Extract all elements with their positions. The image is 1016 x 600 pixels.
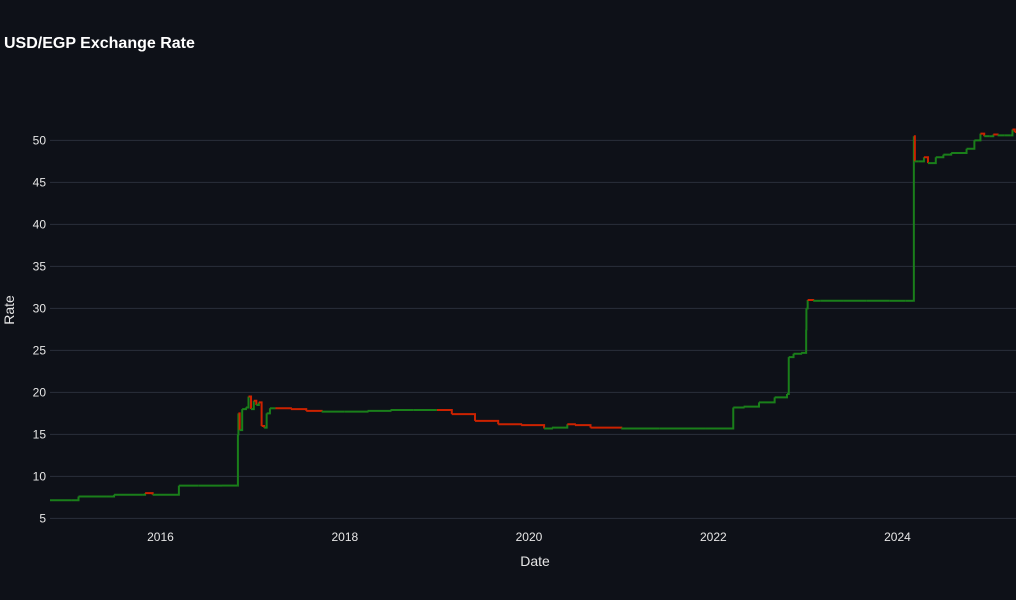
- series-segment: [261, 424, 266, 428]
- y-tick-label: 15: [33, 427, 47, 441]
- x-tick-label: 2018: [331, 530, 358, 544]
- series-segment: [258, 401, 263, 426]
- series-segment: [142, 493, 147, 496]
- series-segment: [253, 399, 258, 405]
- x-tick-label: 2022: [700, 530, 727, 544]
- series-segment: [958, 148, 968, 154]
- series-segment: [786, 357, 790, 396]
- series-segment: [935, 154, 945, 159]
- series-segment: [145, 492, 154, 495]
- y-tick-label: 40: [33, 217, 47, 231]
- series-segment: [498, 423, 523, 426]
- series-segment: [733, 406, 745, 409]
- y-tick-label: 50: [33, 133, 47, 147]
- series-segment: [913, 135, 916, 162]
- series-segment: [743, 402, 760, 408]
- x-axis-title: Date: [520, 553, 550, 569]
- series-segment: [1014, 130, 1016, 133]
- series-segment: [367, 409, 392, 412]
- y-tick-label: 35: [33, 259, 47, 273]
- series-segment: [275, 407, 292, 410]
- y-tick-label: 10: [33, 469, 47, 483]
- series-segment: [989, 134, 995, 138]
- series-segment: [251, 400, 255, 411]
- series-segment: [774, 394, 788, 399]
- y-tick-label: 25: [33, 343, 47, 357]
- x-tick-label: 2020: [516, 530, 543, 544]
- series-segment: [793, 352, 803, 355]
- series-segment: [980, 132, 986, 137]
- series-segment: [306, 409, 323, 412]
- y-tick-labels: 5 10 15 20 25 30 35 40 45 50: [33, 133, 47, 525]
- x-tick-label: 2024: [884, 530, 911, 544]
- series-segment: [264, 413, 268, 429]
- series-segment: [237, 413, 240, 436]
- series-segment: [806, 299, 809, 310]
- series-segment: [248, 395, 253, 410]
- y-tick-label: 20: [33, 385, 47, 399]
- series-segment: [590, 426, 623, 429]
- series-segment: [436, 408, 453, 415]
- series-segment: [807, 298, 815, 301]
- grid-layer: [50, 139, 1016, 519]
- series-segment: [245, 396, 250, 409]
- series-segment: [574, 424, 592, 428]
- series-segment: [266, 408, 271, 415]
- series-segment: [788, 353, 795, 359]
- series-segment: [152, 485, 180, 496]
- series-segment: [927, 157, 937, 165]
- series-segment: [544, 427, 553, 430]
- series-segment: [758, 397, 776, 404]
- series-segment: [106, 494, 116, 498]
- series-segment: [801, 329, 808, 354]
- series-segment: [71, 496, 80, 502]
- series-segment: [567, 423, 576, 426]
- series-segment: [923, 156, 929, 164]
- series-segment: [943, 152, 953, 156]
- x-tick-label: 2016: [147, 530, 174, 544]
- series-segment: [451, 413, 476, 421]
- series-segment: [242, 407, 247, 411]
- series-segment: [474, 419, 500, 425]
- series-layer: [50, 128, 1016, 502]
- y-tick-label: 30: [33, 301, 47, 315]
- y-tick-label: 45: [33, 175, 47, 189]
- series-segment: [993, 133, 999, 136]
- series-segment: [239, 409, 244, 432]
- series-segment: [551, 424, 569, 429]
- series-segment: [521, 424, 546, 429]
- series-segment: [974, 133, 982, 142]
- series-segment: [1010, 129, 1014, 137]
- series-segment: [290, 408, 308, 411]
- chart-title: USD/EGP Exchange Rate: [4, 35, 195, 52]
- y-tick-label: 5: [39, 511, 46, 525]
- series-segment: [238, 412, 241, 431]
- series-segment: [966, 140, 976, 150]
- series-segment: [344, 410, 369, 413]
- series-segment: [918, 157, 925, 163]
- y-axis-title: Rate: [1, 295, 17, 325]
- x-tick-labels: 2016 2018 2020 2022 2024: [147, 530, 911, 544]
